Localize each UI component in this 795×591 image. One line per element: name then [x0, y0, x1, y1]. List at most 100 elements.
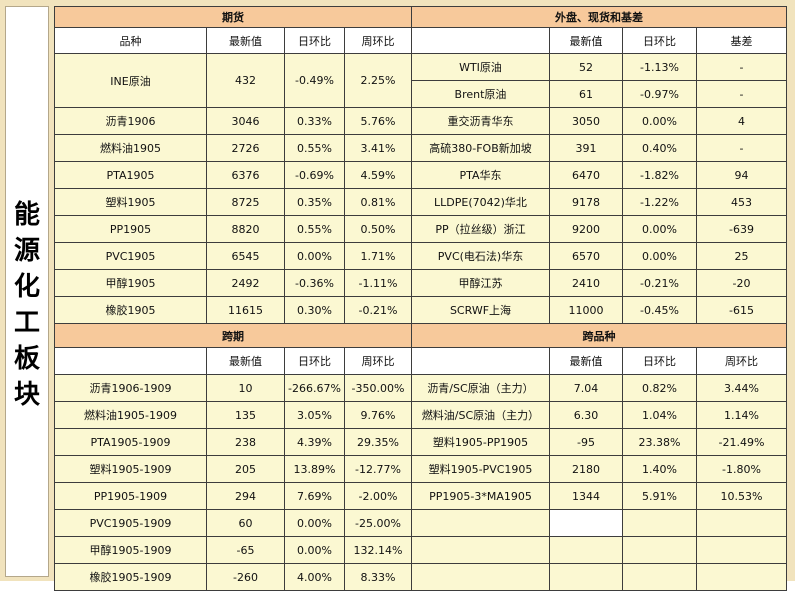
futures-cell: PTA1905	[54, 161, 207, 189]
col-header: 日环比	[622, 27, 697, 54]
empty-cell	[622, 509, 697, 537]
side-panel: 能 源 化 工 板 块	[5, 6, 49, 577]
col-header: 品种	[54, 27, 207, 54]
table-row: PTA1905 6376 -0.69% 4.59% PTA华东 6470 -1.82% 94	[54, 161, 787, 189]
calendar-cell: PVC1905-1909	[54, 509, 207, 537]
table-row: 期货 外盘、现货和基差	[54, 6, 787, 28]
futures-cell: -0.21%	[344, 296, 412, 324]
calendar-cell: PP1905-1909	[54, 482, 207, 510]
cross-cell: 2180	[549, 455, 623, 483]
spot-cell: 0.40%	[622, 134, 697, 162]
futures-cell: -0.69%	[284, 161, 345, 189]
futures-cell: 1.71%	[344, 242, 412, 270]
spot-cell: 391	[549, 134, 623, 162]
calendar-cell: 0.00%	[284, 509, 345, 537]
spot-cell: WTI原油	[411, 53, 550, 81]
calendar-cell: 0.00%	[284, 536, 345, 564]
table-row: PP1905 8820 0.55% 0.50% PP（拉丝级）浙江 9200 0.00% -6…	[54, 215, 787, 243]
spot-cell: 11000	[549, 296, 623, 324]
futures-cell: 432	[206, 53, 285, 108]
futures-cell: 4.59%	[344, 161, 412, 189]
spot-cell: 25	[696, 242, 787, 270]
spot-cell: 52	[549, 53, 623, 81]
calendar-cell: 甲醇1905-1909	[54, 536, 207, 564]
col-header	[411, 27, 550, 54]
futures-cell: 0.55%	[284, 215, 345, 243]
table-row: 橡胶1905 11615 0.30% -0.21% SCRWF上海 11000 -0.45%…	[54, 296, 787, 324]
empty-cell	[622, 563, 697, 591]
spot-cell: -639	[696, 215, 787, 243]
spot-cell: -0.21%	[622, 269, 697, 297]
calendar-cell: -65	[206, 536, 285, 564]
col-header: 基差	[696, 27, 787, 54]
futures-cell: 甲醇1905	[54, 269, 207, 297]
futures-cell: PP1905	[54, 215, 207, 243]
calendar-cell: 13.89%	[284, 455, 345, 483]
empty-cell	[549, 509, 623, 537]
futures-cell: 11615	[206, 296, 285, 324]
calendar-cell: -12.77%	[344, 455, 412, 483]
futures-cell: 3.41%	[344, 134, 412, 162]
calendar-cell: 沥青1906-1909	[54, 374, 207, 402]
col-header	[411, 347, 550, 375]
table-row: 燃料油1905-1909 135 3.05% 9.76% 燃料油/SC原油（主力） 6.3…	[54, 401, 787, 429]
spot-cell: 0.00%	[622, 215, 697, 243]
spot-cell: 重交沥青华东	[411, 107, 550, 135]
calendar-cell: 10	[206, 374, 285, 402]
table-row: 甲醇1905-1909 -65 0.00% 132.14%	[54, 536, 787, 564]
futures-cell: 0.30%	[284, 296, 345, 324]
cross-cell: 塑料1905-PVC1905	[411, 455, 550, 483]
futures-cell: -0.36%	[284, 269, 345, 297]
futures-cell: 0.00%	[284, 242, 345, 270]
empty-cell	[696, 563, 787, 591]
futures-cell: 0.35%	[284, 188, 345, 216]
cross-cell: 1.04%	[622, 401, 697, 429]
calendar-cell: 8.33%	[344, 563, 412, 591]
table-row: 品种 最新值 日环比 周环比 最新值 日环比 基差	[54, 27, 787, 54]
spot-cell: 3050	[549, 107, 623, 135]
table-row: 甲醇1905 2492 -0.36% -1.11% 甲醇江苏 2410 -0.21% -20	[54, 269, 787, 297]
col-header: 日环比	[284, 347, 345, 375]
spot-cell: 9178	[549, 188, 623, 216]
cross-cell: 0.82%	[622, 374, 697, 402]
cross-cell: PP1905-3*MA1905	[411, 482, 550, 510]
empty-cell	[622, 536, 697, 564]
col-header: 日环比	[284, 27, 345, 54]
spot-cell: -20	[696, 269, 787, 297]
spot-cell: LLDPE(7042)华北	[411, 188, 550, 216]
calendar-cell: -266.67%	[284, 374, 345, 402]
col-header: 最新值	[206, 27, 285, 54]
side-char: 源	[13, 236, 40, 266]
table-row: 沥青1906-1909 10 -266.67% -350.00% 沥青/SC原油（主力）…	[54, 374, 787, 402]
cross-cell: 1.14%	[696, 401, 787, 429]
table-row: 跨期 跨品种	[54, 323, 787, 348]
table-row: 塑料1905-1909 205 13.89% -12.77% 塑料1905-PVC190…	[54, 455, 787, 483]
spot-cell: 94	[696, 161, 787, 189]
futures-cell: 0.81%	[344, 188, 412, 216]
spot-cell: SCRWF上海	[411, 296, 550, 324]
spot-cell: -	[696, 80, 787, 108]
calendar-cell: -350.00%	[344, 374, 412, 402]
cross-cell: 23.38%	[622, 428, 697, 456]
calendar-cell: -25.00%	[344, 509, 412, 537]
cross-cell: 7.04	[549, 374, 623, 402]
calendar-cell: 135	[206, 401, 285, 429]
table-row: PP1905-1909 294 7.69% -2.00% PP1905-3*MA1905…	[54, 482, 787, 510]
cross-cell: 沥青/SC原油（主力）	[411, 374, 550, 402]
spot-cell: 453	[696, 188, 787, 216]
calendar-cell: 塑料1905-1909	[54, 455, 207, 483]
calendar-cell: 燃料油1905-1909	[54, 401, 207, 429]
cross-cell: 1344	[549, 482, 623, 510]
futures-cell: 8820	[206, 215, 285, 243]
futures-cell: 塑料1905	[54, 188, 207, 216]
calendar-cell: 4.00%	[284, 563, 345, 591]
futures-cell: 燃料油1905	[54, 134, 207, 162]
futures-cell: 2.25%	[344, 53, 412, 108]
calendar-cell: 29.35%	[344, 428, 412, 456]
cross-cell: -1.80%	[696, 455, 787, 483]
futures-cell: 5.76%	[344, 107, 412, 135]
empty-cell	[696, 509, 787, 537]
futures-cell: 橡胶1905	[54, 296, 207, 324]
calendar-cell: 132.14%	[344, 536, 412, 564]
